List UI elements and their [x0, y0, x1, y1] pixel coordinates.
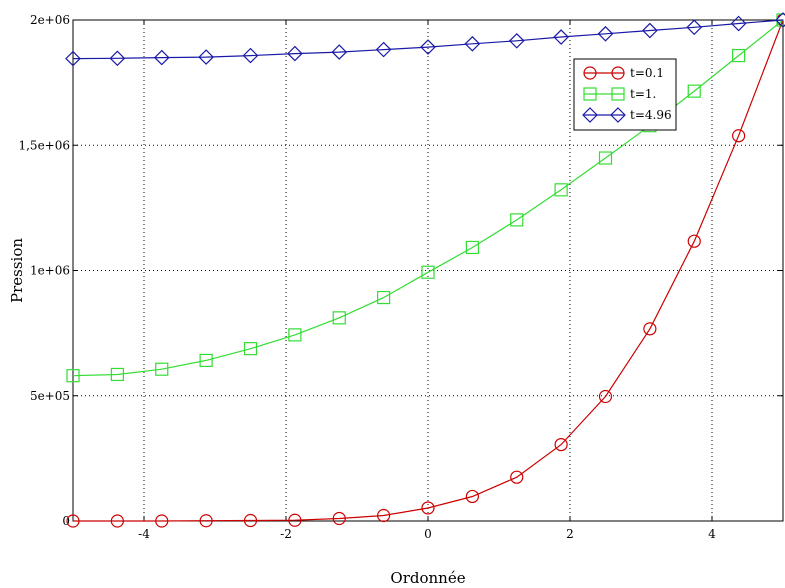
data-point: [155, 362, 169, 376]
legend-entry: t=4.96: [582, 107, 672, 123]
data-point: [109, 50, 126, 67]
data-point: [375, 41, 392, 58]
data-point: [243, 513, 258, 528]
series-line: [72, 19, 784, 60]
y-tick-label: 1e+06: [30, 264, 70, 278]
x-tick-label: 2: [566, 527, 574, 541]
legend-marker: [583, 87, 597, 101]
data-point: [598, 151, 613, 165]
data-point: [464, 35, 481, 52]
data-point: [421, 501, 435, 515]
y-tick-label: 2e+06: [30, 13, 70, 27]
series-1: [66, 13, 785, 528]
y-tick-label: 5e+05: [30, 389, 70, 403]
data-point: [510, 213, 524, 227]
data-point: [730, 15, 747, 32]
data-point: [597, 25, 614, 42]
data-point: [110, 367, 124, 382]
data-point: [554, 183, 568, 197]
data-point: [687, 234, 701, 248]
data-point: [153, 49, 170, 66]
data-point: [687, 84, 701, 98]
data-point: [331, 44, 348, 60]
data-point: [554, 437, 568, 452]
data-point: [643, 322, 657, 336]
data-point: [732, 48, 746, 63]
data-point: [465, 489, 479, 504]
y-tick-label: 1,5e+06: [18, 138, 70, 152]
data-point: [510, 470, 524, 484]
data-point: [508, 32, 525, 49]
data-point: [243, 342, 258, 356]
data-point: [110, 514, 124, 528]
legend-marker: [582, 107, 598, 123]
data-point: [199, 514, 213, 528]
data-point: [465, 240, 479, 255]
x-tick-label: -4: [138, 527, 150, 541]
legend-label: t=4.96: [630, 108, 672, 122]
data-point: [732, 129, 746, 143]
data-point: [420, 39, 436, 55]
y-axis-title: Pression: [8, 238, 26, 303]
legend-label: t=1.: [630, 87, 656, 101]
series-layer: [65, 12, 785, 528]
data-point: [553, 29, 569, 45]
data-point: [332, 311, 346, 325]
data-point: [66, 514, 80, 528]
x-tick-label: 0: [424, 527, 432, 541]
data-point: [598, 389, 613, 404]
data-point: [199, 353, 213, 368]
x-axis-title: Ordonnée: [390, 569, 465, 587]
legend: t=0.1 t=1. t=4.96: [573, 58, 677, 131]
legend-entry: t=1.: [583, 87, 656, 101]
data-point: [198, 49, 214, 65]
data-point: [642, 22, 658, 39]
series-line: [73, 19, 784, 522]
data-point: [65, 50, 81, 67]
data-point: [377, 290, 391, 305]
y-tick-label: 0: [62, 514, 70, 528]
legend-marker: [610, 107, 626, 123]
data-point: [288, 328, 302, 342]
data-point: [242, 47, 259, 64]
data-point: [332, 511, 346, 526]
axis-ticks: -4 -2 0 2 4 0 5e+05 1e+06 1,5e+06 2e+06: [18, 13, 783, 541]
data-point: [377, 508, 391, 523]
data-point: [287, 45, 303, 62]
series-3: [65, 12, 785, 67]
legend-marker: [611, 66, 625, 80]
legend-marker: [611, 87, 625, 101]
data-point: [775, 12, 785, 28]
data-point: [155, 514, 169, 528]
data-point: [288, 513, 302, 527]
legend-marker: [583, 66, 597, 80]
data-point: [686, 19, 703, 36]
data-point: [421, 265, 435, 279]
legend-label: t=0.1: [630, 66, 664, 80]
legend-entry: t=0.1: [583, 66, 664, 80]
x-tick-label: 4: [708, 527, 716, 541]
data-point: [66, 369, 80, 383]
x-tick-label: -2: [280, 527, 292, 541]
